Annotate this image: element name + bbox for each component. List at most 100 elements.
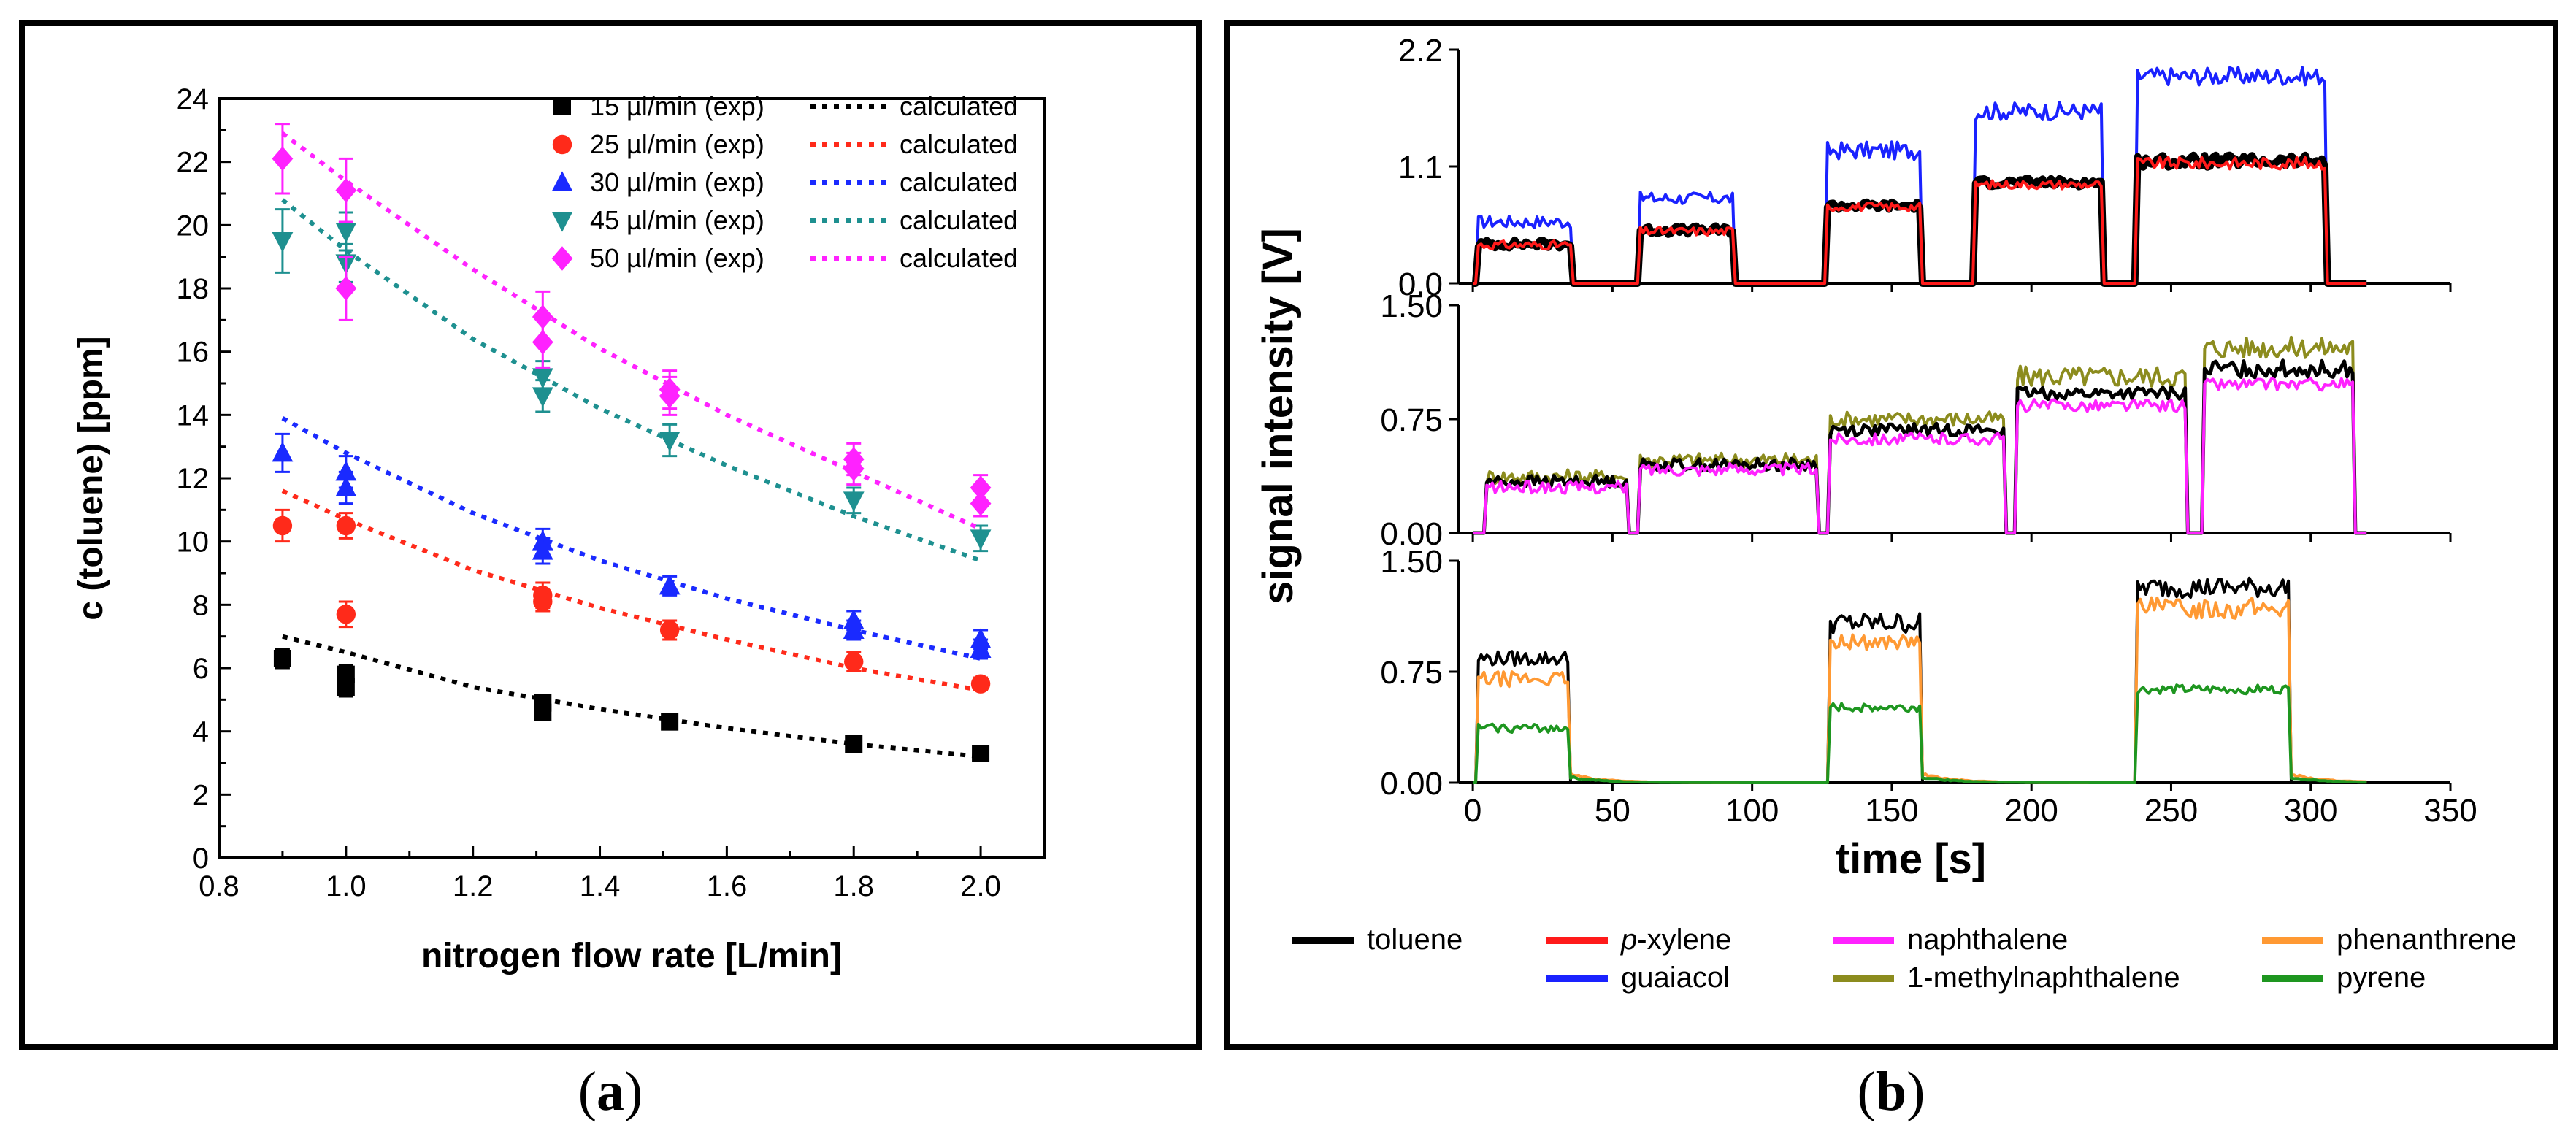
caption-a-letter: a	[597, 1061, 624, 1122]
marker-square	[273, 650, 291, 667]
x-axis-label-b: time [s]	[1836, 835, 1986, 883]
caption-a: (a)	[578, 1061, 643, 1122]
x-tick-label-a: 1.6	[707, 870, 748, 902]
marker-triangle-down	[532, 387, 553, 407]
marker-triangle-up	[551, 171, 573, 191]
subplot-b-1: 0.00 0.75 1.50	[1380, 288, 2452, 552]
y-tick-label-b: 0.0	[1398, 266, 1443, 302]
legend-label-italic-prefix: p	[1620, 924, 1637, 956]
legend-label-b: phenanthrene	[2337, 924, 2517, 956]
y-tick-label-b: 0.00	[1380, 766, 1443, 802]
marker-circle	[844, 652, 864, 672]
marker-square	[337, 678, 355, 696]
y-tick-label-b: 2.2	[1398, 33, 1443, 69]
signal-trace-p-xylene	[1473, 156, 2367, 285]
marker-diamond	[272, 146, 294, 172]
marker-diamond	[335, 276, 357, 301]
x-tick-label-b: 100	[1725, 793, 1779, 829]
y-tick-label-a: 2	[193, 779, 209, 811]
legend-b: toluene p-xylene naphthalene phenanthrene gu…	[1292, 924, 2517, 994]
y-tick-label-a: 18	[177, 273, 210, 305]
marker-triangle-up	[659, 574, 681, 595]
legend-label-text: guaiacol	[1621, 962, 1730, 994]
y-tick-label-a: 0	[193, 843, 209, 875]
x-tick-label-b: 200	[2004, 793, 2058, 829]
y-tick-label-a: 6	[193, 653, 209, 685]
x-tick-label-b: 350	[2423, 793, 2477, 829]
legend-label-text: 1-methylnaphthalene	[1907, 962, 2180, 994]
marker-diamond	[659, 383, 681, 409]
marker-triangle-down	[532, 368, 553, 388]
signal-trace-naphthalene	[1473, 377, 2367, 534]
marker-triangle-down	[843, 491, 865, 512]
marker-square	[534, 703, 552, 721]
marker-circle	[552, 134, 572, 155]
x-tick-label-a: 0.8	[199, 870, 239, 902]
marker-diamond	[551, 246, 573, 271]
y-tick-label-a: 14	[177, 399, 210, 432]
marker-triangle-up	[970, 637, 992, 658]
marker-triangle-up	[335, 476, 357, 496]
marker-triangle-up	[843, 618, 865, 639]
marker-triangle-up	[532, 540, 553, 560]
y-tick-label-b: 0.00	[1380, 516, 1443, 552]
legend-a: 15 µl/min (exp) calculated 25 µl/min (exp)…	[551, 91, 1018, 273]
signal-trace-pyrene	[1473, 683, 2367, 784]
legend-label-b: p-xylene	[1620, 924, 1731, 956]
marker-circle	[336, 605, 356, 624]
y-tick-label-a: 22	[177, 147, 210, 179]
caption-b-letter: b	[1875, 1061, 1907, 1122]
y-axis-label-b: signal intensity [V]	[1254, 228, 1302, 605]
marker-triangle-down	[970, 529, 992, 550]
marker-diamond	[970, 475, 992, 500]
y-tick-label-b: 1.50	[1380, 544, 1443, 580]
series-a-2	[272, 416, 992, 661]
fit-curve	[281, 198, 982, 563]
x-tick-label-a: 2.0	[960, 870, 1001, 902]
legend-label-b: pyrene	[2337, 962, 2426, 994]
legend-fit-label-a: calculated	[900, 167, 1018, 197]
x-tick-label-b: 250	[2144, 793, 2198, 829]
y-tick-label-b: 1.1	[1398, 150, 1443, 185]
legend-label-text: naphthalene	[1907, 924, 2068, 956]
subplot-b-2: 0.00 0.75 1.50	[1380, 544, 2452, 802]
legend-label-b: naphthalene	[1907, 924, 2068, 956]
y-tick-label-a: 16	[177, 337, 210, 369]
marker-square	[553, 98, 571, 115]
marker-diamond	[843, 456, 865, 481]
y-tick-label-a: 20	[177, 210, 210, 242]
y-tick-label-b: 0.75	[1380, 655, 1443, 691]
x-tick-label-b: 0	[1464, 793, 1481, 829]
series-a-3	[272, 198, 992, 563]
x-tick-label-b: 150	[1865, 793, 1918, 829]
y-tick-label-b: 0.75	[1380, 402, 1443, 438]
legend-fit-label-a: calculated	[900, 205, 1018, 235]
marker-triangle-up	[272, 441, 294, 462]
legend-label-a: 15 µl/min (exp)	[590, 91, 764, 121]
legend-fit-label-a: calculated	[900, 129, 1018, 159]
legend-label-text: toluene	[1367, 924, 1463, 956]
y-axis-label-a: c (toluene) [ppm]	[72, 336, 110, 620]
x-tick-label-a: 1.4	[580, 870, 621, 902]
legend-fit-label-a: calculated	[900, 243, 1018, 273]
marker-diamond	[335, 177, 357, 203]
x-tick-label-b: 300	[2284, 793, 2337, 829]
series-a-1	[272, 488, 991, 694]
marker-circle	[970, 674, 991, 694]
x-tick-label-a: 1.0	[326, 870, 367, 902]
x-axis-label-a: nitrogen flow rate [L/min]	[421, 937, 842, 975]
marker-square	[661, 713, 679, 731]
marker-triangle-down	[551, 212, 573, 232]
y-tick-label-a: 12	[177, 463, 210, 495]
x-tick-label-a: 1.2	[453, 870, 494, 902]
panel-a-frame	[19, 20, 1202, 1050]
legend-label-a: 45 µl/min (exp)	[590, 205, 764, 235]
x-tick-label-a: 1.8	[833, 870, 874, 902]
marker-triangle-down	[335, 223, 357, 243]
legend-label-a: 50 µl/min (exp)	[590, 243, 764, 273]
marker-triangle-down	[659, 432, 681, 452]
legend-label-b: toluene	[1367, 924, 1463, 956]
y-tick-label-a: 10	[177, 526, 210, 559]
marker-circle	[272, 515, 293, 536]
